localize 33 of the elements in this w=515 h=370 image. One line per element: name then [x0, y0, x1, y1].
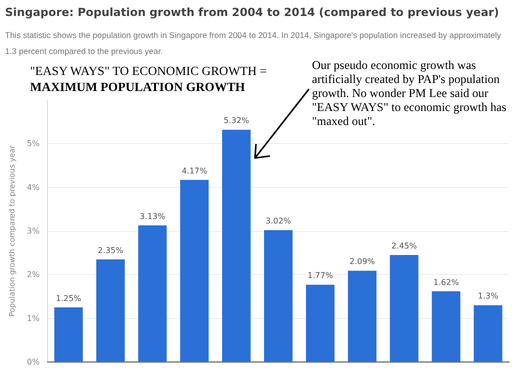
data-label: 1.3% — [478, 292, 499, 301]
text: MAXIMUM POPULATION GROWTH — [30, 80, 246, 95]
y-tick-label: 5% — [26, 139, 40, 148]
bar — [96, 259, 125, 362]
bar — [390, 255, 418, 362]
bar — [138, 225, 167, 362]
data-label: 1.25% — [56, 294, 82, 303]
y-tick-label: 4% — [26, 182, 40, 192]
chart-subtitle: This statistic shows the population growth in Singapore from 2004 to 2014. In 2014, Singapore's population increased by approximately 1.3 percent compared to the previous year. — [5, 29, 502, 58]
data-label: 1.62% — [433, 278, 460, 287]
data-label: 2.35% — [98, 246, 124, 255]
annotation: Our pseudo economic growth was artificially created by PAP's population growth. No wonder PM Lee said our "EASY WAYS" to economic growth has "maxed out". — [312, 58, 508, 128]
bar — [306, 284, 335, 362]
data-label: 2.09% — [349, 257, 376, 266]
data-label: 3.02% — [266, 216, 292, 226]
text: "EASY WAYS" TO ECONOMIC GROWTH = — [30, 64, 268, 79]
bar — [222, 130, 251, 362]
y-tick-label: 3% — [26, 226, 40, 236]
bar — [474, 305, 502, 362]
bar — [54, 307, 83, 362]
data-label: 3.13% — [140, 212, 166, 221]
bar — [348, 270, 376, 362]
data-label: 5.32% — [224, 116, 250, 126]
bar — [180, 180, 209, 362]
y-tick-label: 1% — [26, 314, 40, 323]
data-label: 4.17% — [182, 166, 208, 176]
data-label: 2.45% — [391, 242, 418, 251]
data-label: 1.77% — [308, 271, 334, 280]
chart-title: Singapore: Population growth from 2004 to 2014 (compared to previous year) — [5, 6, 500, 19]
y-tick-label: 0% — [26, 358, 40, 366]
bar — [264, 230, 293, 362]
bar — [432, 291, 460, 362]
y-tick-label: 2% — [26, 270, 40, 280]
